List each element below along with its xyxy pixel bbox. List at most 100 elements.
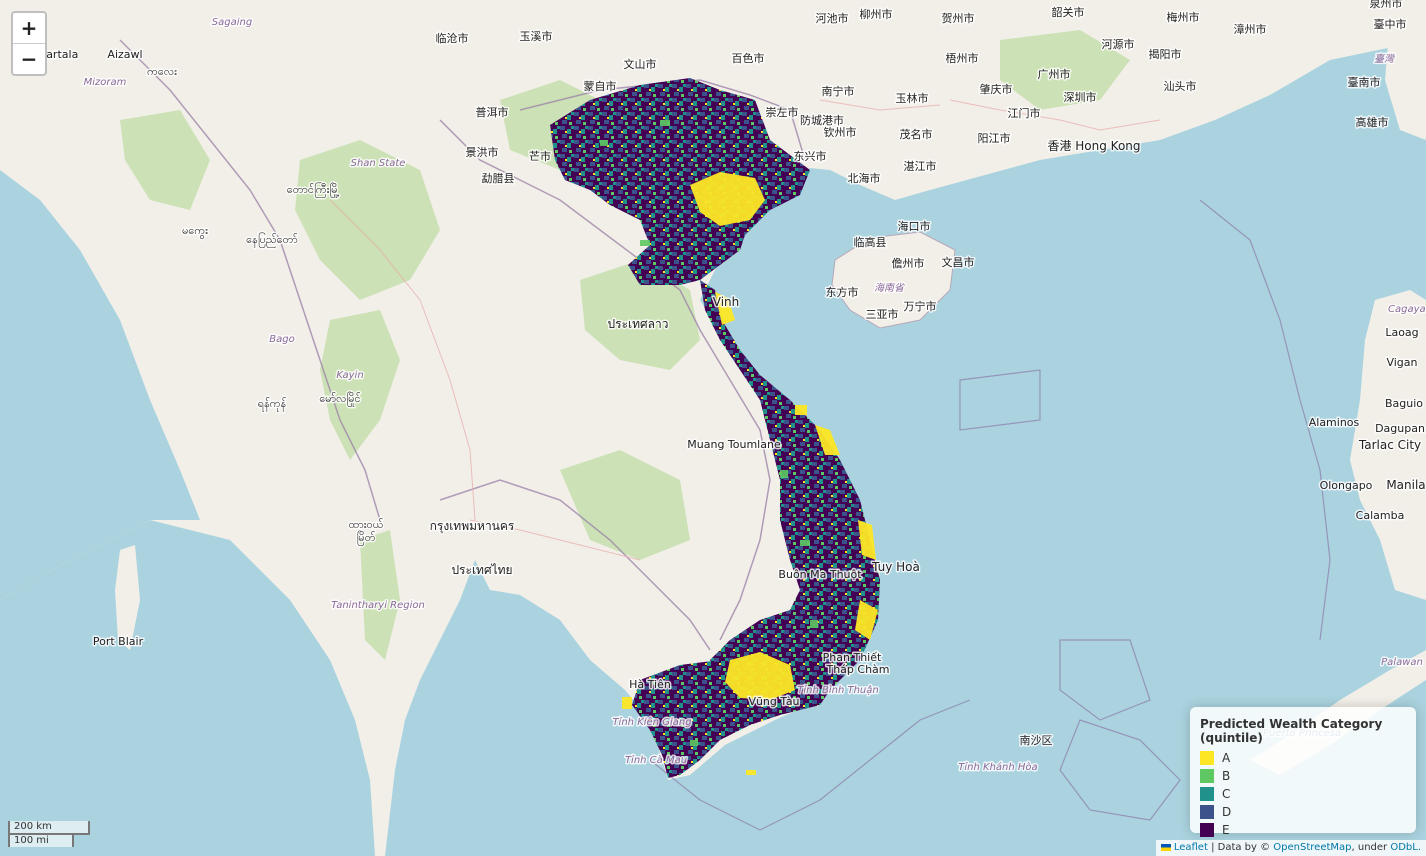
ukraine-flag-icon <box>1160 843 1171 851</box>
map-label-26: Alaminos <box>1309 416 1360 429</box>
hotspot-islet <box>746 770 756 775</box>
map-label-80: ประเทศไทย <box>451 563 512 577</box>
map-label-15: Tỉnh Cà Mau <box>625 754 687 766</box>
map-label-75: 阳江市 <box>978 131 1011 145</box>
map-label-9: Vinh <box>713 295 740 309</box>
map-label-40: 北海市 <box>848 171 881 185</box>
map-label-46: 临高县 <box>854 235 887 249</box>
legend-item-d: D <box>1200 803 1416 821</box>
map-label-25: Calamba <box>1356 509 1405 522</box>
maritime-boundaries <box>649 199 1331 831</box>
map-label-13: Hà Tiên <box>629 678 671 691</box>
hotspot-phuquoc <box>622 697 632 709</box>
map-label-42: 东方市 <box>826 285 859 299</box>
map-label-14: Tỉnh Kiên Giang <box>612 716 691 728</box>
scale-control: 200 km 100 mi <box>8 821 90 847</box>
zoom-in-button[interactable]: + <box>20 16 38 40</box>
legend-label-c: C <box>1222 787 1231 801</box>
map-label-56: 泉州市 <box>1370 0 1403 10</box>
map-label-18: Tháp Chàm <box>825 663 889 676</box>
map-label-24: Manila <box>1386 478 1425 492</box>
hotspot-coast-2 <box>815 425 840 455</box>
map-label-17: Phan Thiết <box>823 651 882 664</box>
map-label-67: 普洱市 <box>476 105 509 119</box>
vietnam-wealth-overlay <box>550 78 880 778</box>
map-label-49: 梧州市 <box>946 51 979 65</box>
map-label-63: 蒙自市 <box>584 79 617 93</box>
hotspot-coast-3 <box>858 520 876 560</box>
map-label-68: 芒市 <box>529 149 551 163</box>
legend-swatch-c <box>1200 787 1214 801</box>
map-label-45: 文昌市 <box>942 255 975 269</box>
legend-swatch-e <box>1200 823 1214 837</box>
map-label-60: 臺灣 <box>1374 53 1396 65</box>
map-label-58: 臺南市 <box>1348 75 1381 89</box>
map-label-66: 景洪市 <box>466 145 499 159</box>
map-label-37: 海口市 <box>898 219 931 233</box>
osm-link[interactable]: OpenStreetMap <box>1273 842 1352 853</box>
map-label-1: Aizawl <box>107 48 142 61</box>
map-label-74: 江门市 <box>1008 106 1041 120</box>
map-label-23: Olongapo <box>1320 479 1373 492</box>
map-label-30: Vigan <box>1386 356 1417 369</box>
map-label-8: Port Blair <box>93 635 144 648</box>
map-label-51: 汕头市 <box>1164 79 1197 93</box>
vietnam-north <box>550 78 810 285</box>
map-label-48: 玉林市 <box>896 91 929 105</box>
map-label-71: 柳州市 <box>860 7 893 21</box>
luzon <box>1350 290 1426 600</box>
odbl-link[interactable]: ODbL. <box>1390 842 1421 853</box>
map-label-70: 河池市 <box>816 11 849 25</box>
legend-swatch-a <box>1200 751 1214 765</box>
map-label-53: 梅州市 <box>1167 10 1200 24</box>
legend-label-b: B <box>1222 769 1231 783</box>
map-label-12: Vũng Tàu <box>748 695 799 708</box>
attribution-sep1: | Data by © <box>1207 842 1274 853</box>
map-label-90: မြိတ် <box>357 531 376 546</box>
map-label-87: ရန်ကုန် <box>258 397 286 412</box>
scale-km: 200 km <box>8 821 90 835</box>
map-label-44: 万宁市 <box>904 299 937 313</box>
leaflet-link[interactable]: Leaflet <box>1173 842 1208 853</box>
map-label-20: 南沙区 <box>1020 734 1053 747</box>
legend: Predicted Wealth Category (quintile) A B… <box>1190 707 1416 837</box>
map-label-62: 文山市 <box>624 57 657 71</box>
zoom-out-button[interactable]: − <box>13 43 45 74</box>
hotspot-danang <box>795 405 807 415</box>
taiwan <box>1385 10 1426 140</box>
map-label-28: Tarlac City <box>1358 438 1421 452</box>
hainan-island <box>831 231 956 329</box>
legend-swatch-d <box>1200 805 1214 819</box>
map-label-19: Tỉnh Khánh Hòa <box>958 761 1037 773</box>
legend-label-e: E <box>1222 823 1230 837</box>
map-label-59: 高雄市 <box>1356 115 1389 129</box>
hotspot-coast-4 <box>855 600 878 640</box>
map-label-39: 儋州市 <box>892 256 925 270</box>
legend-item-b: B <box>1200 767 1416 785</box>
map-label-85: နေပြည်တော် <box>246 232 298 248</box>
map-label-69: 勐腊县 <box>482 172 515 185</box>
map-label-65: 临沧市 <box>436 31 469 45</box>
scale-mi: 100 mi <box>8 833 74 847</box>
map-label-16: Tỉnh Bình Thuận <box>797 684 878 696</box>
map-label-81: กรุงเทพมหานคร <box>430 519 515 534</box>
andaman-islands <box>115 545 140 650</box>
map-label-10: Muang Toumlane <box>687 438 781 451</box>
map-label-88: မော်လမြိုင် <box>319 391 360 407</box>
andaman-sea <box>0 520 375 856</box>
map-label-29: Baguio <box>1385 397 1423 410</box>
legend-label-d: D <box>1222 805 1232 819</box>
map-label-61: 百色市 <box>732 51 765 65</box>
attribution-sep2: , under <box>1351 842 1391 853</box>
map-label-91: Buôn Ma Thuột <box>778 568 862 581</box>
map-label-38: 三亚市 <box>866 307 899 321</box>
map-label-73: 肇庆市 <box>980 82 1013 96</box>
map-label-31: Laoag <box>1385 326 1418 339</box>
map-label-84: မကွေး <box>182 224 208 239</box>
map-label-77: 崇左市 <box>766 105 799 119</box>
map-label-35: 深圳市 <box>1064 90 1097 104</box>
legend-item-a: A <box>1200 749 1416 767</box>
map-label-78: 防城港市 <box>800 113 844 127</box>
